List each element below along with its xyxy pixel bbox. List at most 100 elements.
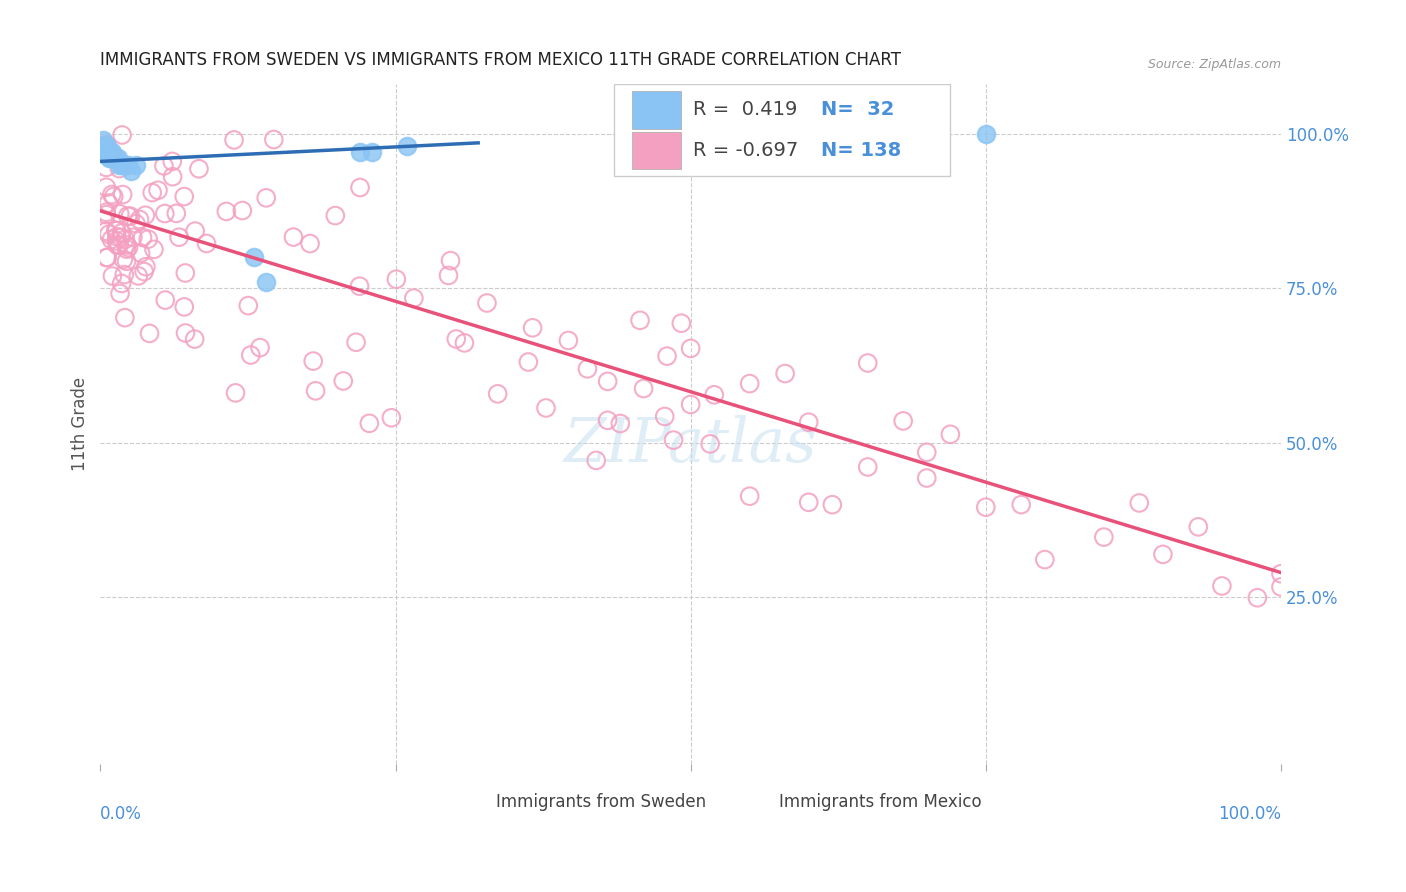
Point <box>96 205 118 219</box>
Bar <box>631 131 682 169</box>
Point <box>486 387 509 401</box>
Point <box>385 272 408 286</box>
Point <box>633 382 655 396</box>
Text: N= 138: N= 138 <box>821 141 901 160</box>
Point <box>101 268 124 283</box>
Point <box>105 223 128 237</box>
Point <box>359 417 381 431</box>
Y-axis label: 11th Grade: 11th Grade <box>72 377 89 471</box>
Point <box>100 151 122 165</box>
Point <box>94 145 117 160</box>
Point <box>402 291 425 305</box>
Point <box>856 356 879 370</box>
Point <box>349 145 371 160</box>
Point <box>108 161 131 176</box>
Point <box>97 145 120 160</box>
Point <box>96 137 118 152</box>
Point <box>91 133 114 147</box>
Point <box>323 209 346 223</box>
Point <box>517 355 540 369</box>
Text: R = -0.697: R = -0.697 <box>693 141 799 160</box>
Point <box>98 145 121 160</box>
Point <box>628 313 651 327</box>
Point <box>108 286 131 301</box>
Point <box>121 230 143 244</box>
Point <box>101 151 124 165</box>
Point <box>183 332 205 346</box>
Point <box>254 191 277 205</box>
Point <box>98 150 121 164</box>
Point <box>738 376 761 391</box>
Point <box>105 238 128 252</box>
Point <box>107 151 129 165</box>
Point <box>215 204 238 219</box>
Point <box>534 401 557 415</box>
Point <box>299 236 322 251</box>
Point <box>475 296 498 310</box>
Point <box>153 206 176 220</box>
Point <box>231 203 253 218</box>
Point <box>134 208 156 222</box>
Point <box>974 500 997 515</box>
Point <box>437 268 460 283</box>
Point <box>103 151 125 165</box>
Point <box>738 489 761 503</box>
Point <box>332 374 354 388</box>
Point <box>162 154 184 169</box>
Point <box>100 232 122 246</box>
Point <box>239 348 262 362</box>
Point <box>97 151 120 165</box>
Point <box>225 385 247 400</box>
Point <box>105 234 128 248</box>
FancyBboxPatch shape <box>614 84 950 176</box>
Point <box>679 397 702 411</box>
Point <box>1010 498 1032 512</box>
Point <box>110 157 132 171</box>
Point <box>96 224 118 238</box>
Point <box>111 226 134 240</box>
Point <box>939 427 962 442</box>
Bar <box>460 788 486 815</box>
Point <box>703 388 725 402</box>
Point <box>596 375 619 389</box>
Point <box>93 145 115 160</box>
Point <box>96 180 118 194</box>
Point <box>110 230 132 244</box>
Point <box>654 409 676 424</box>
Point <box>146 183 169 197</box>
Point <box>173 189 195 203</box>
Point <box>96 208 118 222</box>
Point <box>105 229 128 244</box>
Point <box>108 238 131 252</box>
Point <box>1187 520 1209 534</box>
Point <box>596 413 619 427</box>
Point <box>671 316 693 330</box>
Bar <box>631 91 682 128</box>
Point <box>111 277 134 291</box>
Text: IMMIGRANTS FROM SWEDEN VS IMMIGRANTS FROM MEXICO 11TH GRADE CORRELATION CHART: IMMIGRANTS FROM SWEDEN VS IMMIGRANTS FRO… <box>100 51 901 69</box>
Point <box>173 300 195 314</box>
Point <box>797 495 820 509</box>
Point <box>1033 552 1056 566</box>
Point <box>238 299 260 313</box>
Text: Immigrants from Mexico: Immigrants from Mexico <box>779 793 981 811</box>
Point <box>915 445 938 459</box>
Point <box>304 384 326 398</box>
Point <box>1246 591 1268 605</box>
Point <box>108 157 131 171</box>
Point <box>153 159 176 173</box>
Point <box>162 169 184 184</box>
Point <box>167 230 190 244</box>
Point <box>1270 566 1292 581</box>
Point <box>135 260 157 274</box>
Point <box>131 230 153 244</box>
Point <box>115 238 138 252</box>
Point <box>174 326 197 340</box>
Point <box>103 189 125 203</box>
Point <box>453 335 475 350</box>
Point <box>361 145 384 160</box>
Point <box>128 212 150 227</box>
Point <box>96 139 118 153</box>
Text: 100.0%: 100.0% <box>1218 805 1281 823</box>
Point <box>679 342 702 356</box>
